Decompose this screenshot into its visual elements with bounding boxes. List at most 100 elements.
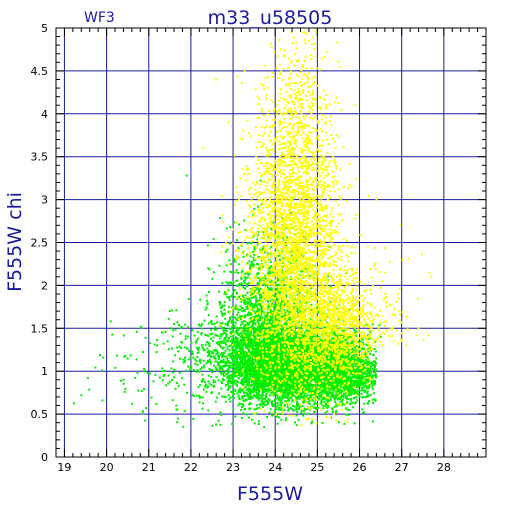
data-point <box>299 339 302 342</box>
data-point <box>329 331 332 334</box>
data-point <box>296 411 299 413</box>
data-point <box>278 413 281 415</box>
data-point <box>299 343 302 346</box>
data-point <box>243 377 246 380</box>
data-point <box>288 408 290 411</box>
data-point <box>272 365 275 368</box>
data-point <box>219 333 222 336</box>
data-point <box>289 357 291 360</box>
data-point <box>297 418 300 421</box>
data-point <box>275 349 278 352</box>
data-point <box>287 362 290 365</box>
data-point <box>287 351 289 354</box>
data-point <box>358 383 361 385</box>
data-point <box>247 336 250 339</box>
data-point <box>289 397 292 400</box>
data-point <box>332 331 335 334</box>
data-point <box>310 422 313 425</box>
data-point <box>249 375 252 378</box>
data-point <box>274 363 277 366</box>
data-point <box>276 405 279 408</box>
data-point <box>319 371 322 374</box>
data-point <box>257 391 260 394</box>
data-point <box>280 383 283 386</box>
data-point <box>295 388 298 391</box>
data-point <box>281 352 284 355</box>
data-point <box>373 371 376 374</box>
data-point <box>313 366 316 369</box>
data-point <box>283 360 286 363</box>
data-point <box>233 357 236 360</box>
data-point <box>256 386 259 389</box>
data-point <box>291 398 294 401</box>
data-point <box>241 384 244 387</box>
data-point <box>297 405 300 408</box>
data-point <box>235 383 238 386</box>
data-point <box>222 355 225 358</box>
data-point <box>238 396 241 399</box>
data-point <box>366 395 369 398</box>
data-point <box>242 366 245 369</box>
data-point <box>335 325 338 328</box>
data-point <box>231 383 234 386</box>
data-point <box>316 325 319 328</box>
data-point <box>258 344 261 347</box>
data-point <box>237 404 240 407</box>
data-point <box>366 356 369 359</box>
data-point <box>308 333 311 336</box>
data-point <box>220 387 223 390</box>
data-point <box>270 360 273 363</box>
data-point <box>273 358 276 361</box>
data-point <box>333 398 336 401</box>
data-point <box>215 396 218 399</box>
data-point <box>326 393 328 396</box>
data-point <box>282 391 285 394</box>
data-point <box>202 366 205 369</box>
data-point <box>314 350 317 353</box>
data-point <box>325 379 328 382</box>
data-point <box>335 364 338 367</box>
data-point <box>250 384 252 387</box>
data-point <box>294 421 296 424</box>
data-point <box>272 369 275 372</box>
data-point <box>281 395 284 398</box>
data-point <box>281 325 284 328</box>
data-point <box>244 350 247 353</box>
data-point <box>239 371 241 374</box>
data-point <box>288 384 291 387</box>
data-point <box>276 363 279 366</box>
data-point <box>292 387 295 390</box>
data-point <box>238 363 241 365</box>
data-point <box>247 348 250 351</box>
data-point <box>316 312 319 315</box>
data-point <box>257 374 259 377</box>
data-point <box>277 358 280 361</box>
data-point <box>319 319 322 322</box>
data-point <box>242 351 245 354</box>
data-point <box>342 329 345 332</box>
data-point <box>293 395 296 398</box>
data-point <box>298 382 301 385</box>
data-point <box>305 329 308 332</box>
data-point <box>362 353 365 356</box>
data-point <box>304 395 307 398</box>
data-point <box>299 342 301 345</box>
data-point <box>227 368 230 371</box>
data-point <box>232 364 235 367</box>
data-point <box>228 296 231 299</box>
data-point <box>282 351 285 354</box>
data-point <box>302 370 305 373</box>
data-point <box>251 375 254 378</box>
data-point <box>231 348 234 351</box>
data-point <box>230 374 233 377</box>
data-point <box>309 318 312 321</box>
data-point <box>286 396 289 399</box>
data-point <box>293 405 296 408</box>
data-point <box>285 334 288 337</box>
data-point <box>224 322 227 325</box>
data-point <box>320 396 323 399</box>
data-point <box>330 393 333 396</box>
data-point <box>227 386 230 389</box>
data-point <box>229 345 231 348</box>
data-point <box>318 354 321 357</box>
